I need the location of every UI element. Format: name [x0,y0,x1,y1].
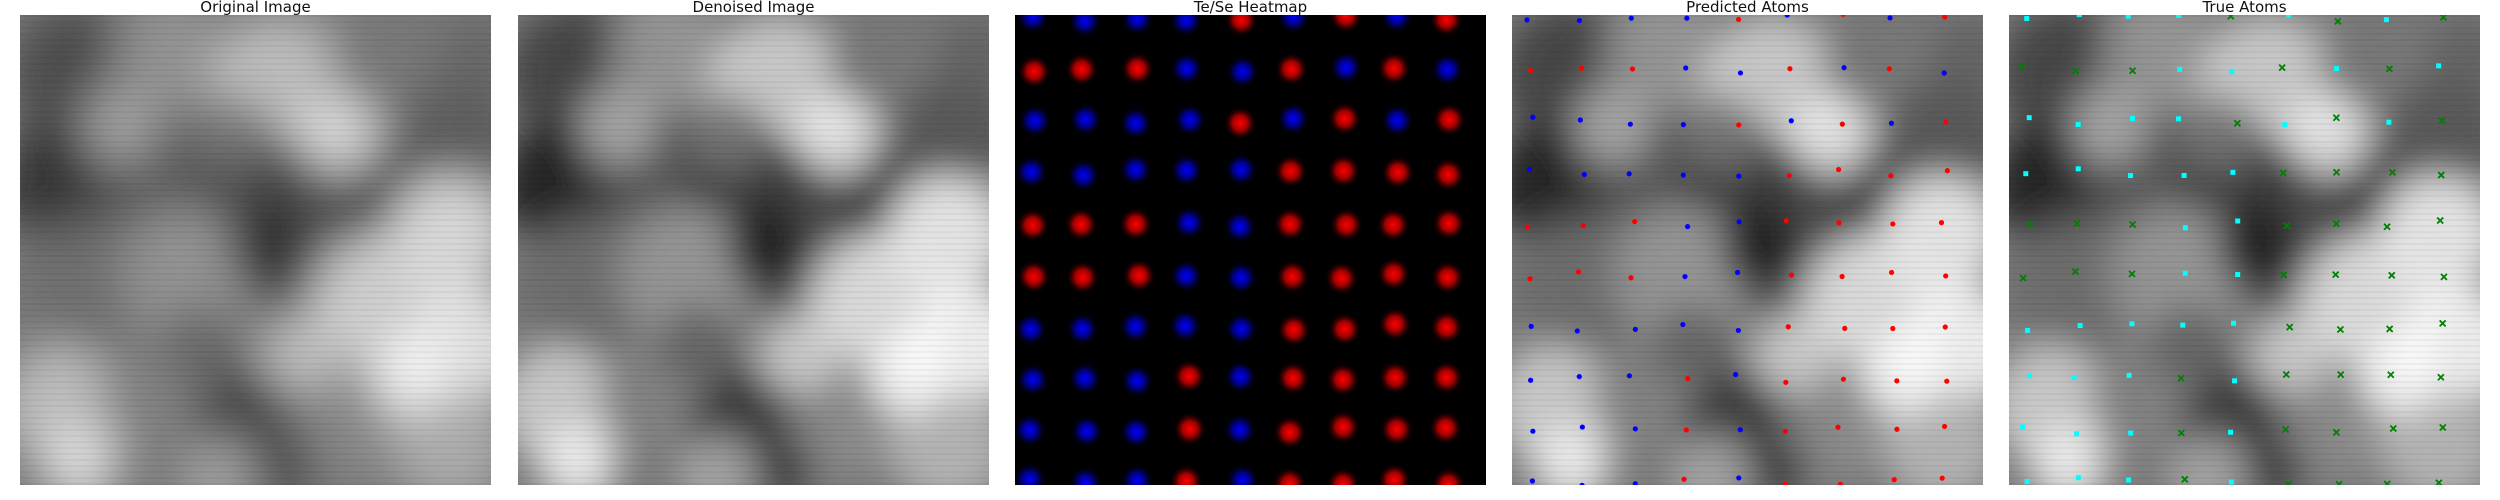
true-atoms-image [2009,15,2480,485]
panel-title: True Atoms [2202,0,2287,16]
panel-predicted-atoms: Predicted Atoms [1512,0,1983,485]
denoised-image [518,15,989,485]
te-se-heatmap [1015,15,1486,485]
panel-original-image: Original Image [20,0,491,485]
panel-true-atoms: True Atoms [2009,0,2480,485]
panel-title: Original Image [200,0,311,16]
panel-te-se-heatmap: Te/Se Heatmap [1015,0,1486,485]
panel-title: Predicted Atoms [1686,0,1809,16]
original-image [20,15,491,485]
panel-title: Denoised Image [692,0,815,16]
panel-title: Te/Se Heatmap [1193,0,1308,16]
predicted-atoms-image [1512,15,1983,485]
panel-denoised-image: Denoised Image [518,0,989,485]
